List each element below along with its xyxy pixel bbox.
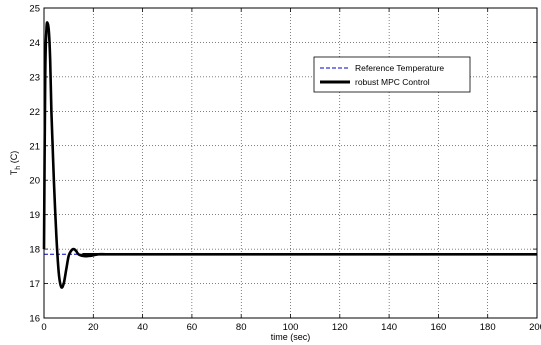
x-tick-label-60: 60 — [187, 322, 198, 333]
x-tick-label-120: 120 — [332, 322, 348, 333]
y-tick-label-17: 17 — [29, 279, 40, 290]
grid-lines — [44, 8, 537, 318]
series-robust-mpc-control — [42, 21, 538, 289]
x-tick-label-80: 80 — [236, 322, 247, 333]
y-tick-label-19: 19 — [29, 210, 40, 221]
x-axis-label: time (sec) — [271, 332, 311, 342]
y-tick-label-25: 25 — [29, 4, 40, 15]
y-axis-label-main: T — [9, 169, 19, 175]
y-tick-label-23: 23 — [29, 72, 40, 83]
y-tick-label-16: 16 — [29, 314, 40, 325]
series-group — [42, 21, 538, 289]
x-tick-label-100: 100 — [283, 322, 299, 333]
y-tick-label-21: 21 — [29, 141, 40, 152]
legend-box — [313, 56, 471, 93]
y-axis-label-subscript: h — [15, 166, 22, 170]
plot-frame — [43, 7, 538, 319]
legend: Reference Temperature robust MPC Control — [313, 56, 471, 93]
x-tick-label-0: 0 — [41, 322, 46, 333]
legend-label-robust-mpc: robust MPC Control — [355, 77, 430, 87]
y-tick-label-24: 24 — [29, 38, 40, 49]
y-tick-label-20: 20 — [29, 176, 40, 187]
x-tick-label-140: 140 — [381, 322, 397, 333]
y-tick-label-22: 22 — [29, 107, 40, 118]
x-axis-ticks: 0 20 40 60 80 100 120 140 160 180 200 — [41, 8, 541, 333]
x-tick-label-40: 40 — [137, 322, 148, 333]
x-tick-label-200: 200 — [529, 322, 541, 333]
legend-label-reference: Reference Temperature — [355, 63, 444, 73]
y-axis-label: Th (C) — [9, 151, 22, 175]
y-axis-label-unit: (C) — [9, 151, 19, 166]
plot-area — [44, 8, 537, 318]
x-tick-label-20: 20 — [88, 322, 99, 333]
y-tick-label-18: 18 — [29, 245, 40, 256]
x-tick-label-160: 160 — [430, 322, 446, 333]
x-tick-label-180: 180 — [480, 322, 496, 333]
